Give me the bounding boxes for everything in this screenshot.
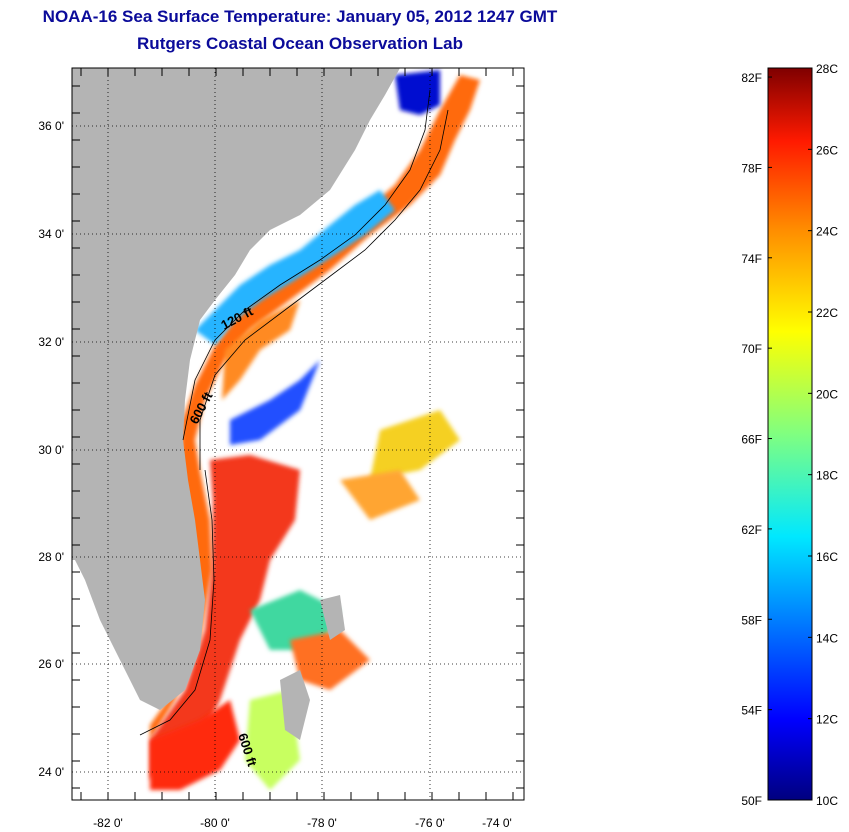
lat-tick-label: 32 0' [38, 335, 64, 349]
colorbar-f-label: 54F [741, 704, 762, 718]
axis-labels: -82 0' -80 0' -78 0' -76 0' -74 0' 36 0' 34 0'… [38, 119, 511, 830]
colorbar-f-label: 50F [741, 794, 762, 808]
land-bahamas-andros [280, 670, 310, 740]
colorbar-gradient [767, 67, 813, 801]
colorbar: 82F 78F 74F 70F 66F 62F 58F 54F 50F 28C 26C 24C 22C… [741, 62, 838, 808]
map-panel: -82 0' -80 0' -78 0' -76 0' -74 0' 36 0' 34 0'… [38, 67, 525, 830]
colorbar-c-label: 16C [816, 550, 838, 564]
colorbar-celsius-labels: 28C 26C 24C 22C 20C 18C 16C 14C 12C 10C [808, 62, 838, 808]
lon-tick-label: -76 0' [415, 816, 445, 830]
cool-shelf-water [195, 190, 395, 345]
lon-tick-label: -80 0' [200, 816, 230, 830]
lat-tick-label: 30 0' [38, 443, 64, 457]
patch-orange-1 [290, 630, 370, 690]
contour-florida [139, 469, 215, 736]
lat-tick-label: 24 0' [38, 765, 64, 779]
land-bahamas-abaco [320, 595, 345, 640]
map-subtitle: Rutgers Coastal Ocean Observation Lab [137, 34, 463, 53]
patch-orange-2 [340, 470, 420, 520]
contour-600ft [199, 109, 449, 470]
colorbar-f-label: 70F [741, 342, 762, 356]
lat-tick-label: 28 0' [38, 550, 64, 564]
colorbar-c-label: 14C [816, 631, 838, 645]
colorbar-f-label: 62F [741, 523, 762, 537]
lat-tick-label: 34 0' [38, 227, 64, 241]
colorbar-f-label: 58F [741, 613, 762, 627]
lon-tick-label: -78 0' [307, 816, 337, 830]
colorbar-f-label: 74F [741, 252, 762, 266]
colorbar-c-label: 28C [816, 62, 838, 76]
colorbar-c-label: 18C [816, 469, 838, 483]
gulf-stream-warm [150, 75, 480, 800]
colorbar-f-label: 66F [741, 433, 762, 447]
land-us-southeast [72, 68, 400, 710]
colorbar-c-label: 12C [816, 713, 838, 727]
florida-straits-warm [150, 700, 240, 790]
lat-tick-label: 26 0' [38, 657, 64, 671]
colorbar-fahrenheit-labels: 82F 78F 74F 70F 66F 62F 58F 54F 50F [741, 71, 772, 808]
patch-mid-blue [230, 360, 320, 445]
map-ticks [72, 68, 524, 800]
cold-ne-water [395, 70, 440, 115]
colorbar-c-label: 22C [816, 306, 838, 320]
colorbar-c-label: 24C [816, 225, 838, 239]
colorbar-f-label: 78F [741, 161, 762, 175]
warm-band-mid [222, 300, 300, 400]
graticule [72, 68, 524, 800]
colorbar-c-label: 20C [816, 387, 838, 401]
lon-tick-label: -82 0' [93, 816, 123, 830]
colorbar-c-label: 10C [816, 794, 838, 808]
patch-yellow-1 [370, 410, 460, 480]
lon-tick-label: -74 0' [482, 816, 512, 830]
colorbar-f-label: 82F [741, 71, 762, 85]
map-frame [71, 67, 525, 801]
colorbar-c-label: 26C [816, 143, 838, 157]
contour-120ft [182, 89, 431, 441]
lat-tick-label: 36 0' [38, 119, 64, 133]
map-title: NOAA-16 Sea Surface Temperature: January… [42, 7, 558, 26]
